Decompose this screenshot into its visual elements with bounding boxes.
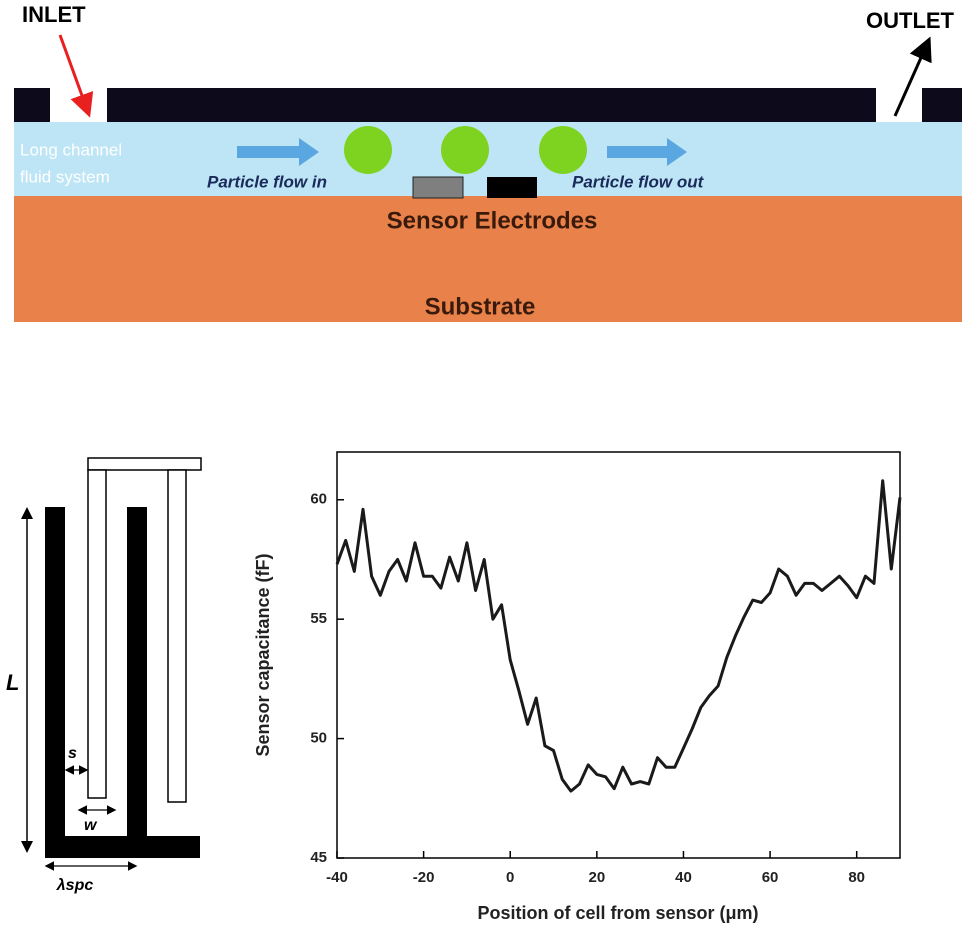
label: Substrate bbox=[425, 293, 536, 320]
inlet-arrow bbox=[58, 34, 94, 118]
x-tick-label: 40 bbox=[675, 869, 692, 886]
cover bbox=[922, 88, 962, 122]
finger bbox=[87, 469, 107, 799]
x-axis-label: Position of cell from sensor (μm) bbox=[477, 903, 758, 923]
flow-arrow bbox=[607, 138, 687, 166]
chart: Position of cell from sensor (μm) Sensor… bbox=[253, 451, 902, 923]
bus bbox=[87, 457, 202, 471]
x-tick-label: -40 bbox=[326, 869, 348, 886]
substrate-layer bbox=[14, 196, 962, 322]
bus bbox=[45, 836, 200, 858]
data-line bbox=[335, 479, 902, 793]
cover bbox=[14, 88, 50, 122]
label: w bbox=[84, 817, 98, 834]
label: Particle flow out bbox=[572, 172, 705, 191]
label: fluid system bbox=[20, 167, 110, 186]
particle bbox=[344, 126, 392, 174]
label: INLET bbox=[22, 2, 86, 27]
cover bbox=[107, 88, 876, 122]
x-tick-label: 80 bbox=[848, 869, 865, 886]
finger bbox=[167, 469, 187, 803]
label: s bbox=[68, 745, 77, 762]
outlet-arrow bbox=[893, 36, 932, 117]
particle bbox=[539, 126, 587, 174]
label: L bbox=[6, 670, 19, 695]
plot-frame bbox=[336, 451, 901, 859]
flow-arrow bbox=[237, 138, 319, 166]
electrode bbox=[412, 176, 464, 199]
label: OUTLET bbox=[866, 8, 955, 33]
y-tick-label: 50 bbox=[310, 730, 327, 747]
finger bbox=[45, 507, 65, 858]
x-tick-label: 0 bbox=[506, 869, 514, 886]
y-tick-label: 60 bbox=[310, 491, 327, 508]
x-tick-label: -20 bbox=[413, 869, 435, 886]
x-tick-label: 20 bbox=[589, 869, 606, 886]
x-tick-label: 60 bbox=[762, 869, 779, 886]
y-tick-label: 45 bbox=[310, 849, 327, 866]
y-tick-label: 55 bbox=[310, 610, 327, 627]
y-axis-label: Sensor capacitance (fF) bbox=[253, 553, 273, 756]
particle bbox=[441, 126, 489, 174]
label: Sensor Electrodes bbox=[387, 207, 598, 234]
electrode-geometry: L s w λspc bbox=[6, 457, 202, 894]
cross-section: INLET OUTLET Long channel fluid system P… bbox=[14, 2, 962, 322]
label: λspc bbox=[56, 877, 94, 894]
electrode bbox=[487, 177, 537, 198]
label: Particle flow in bbox=[207, 172, 327, 191]
label: Long channel bbox=[20, 140, 122, 159]
finger bbox=[127, 507, 147, 858]
